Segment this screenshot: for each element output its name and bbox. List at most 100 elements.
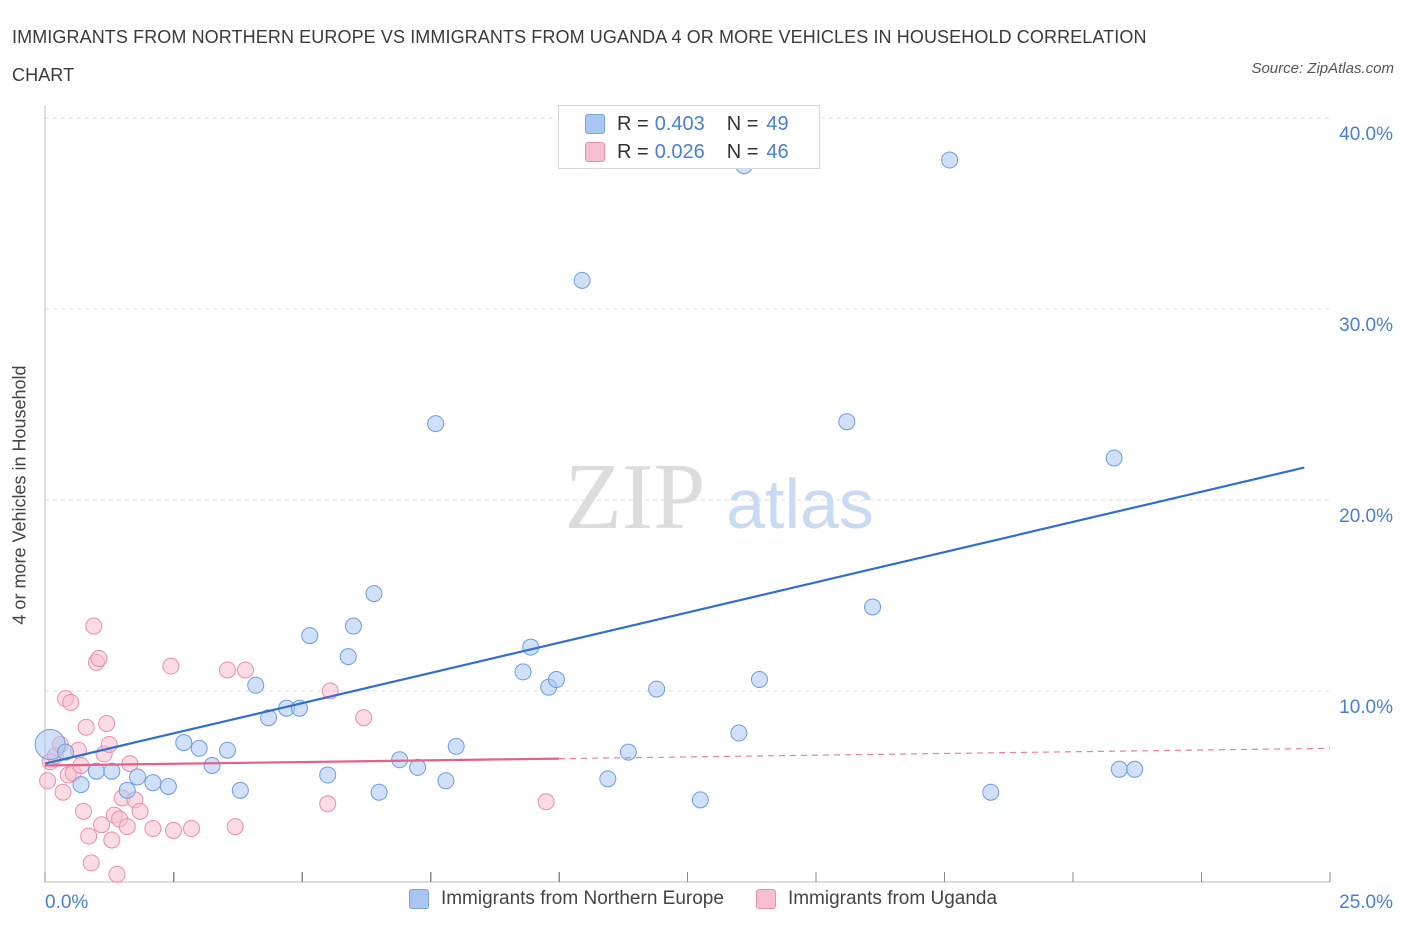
legend-n-label: N = xyxy=(726,140,759,163)
data-point-northern-europe xyxy=(982,783,1000,801)
data-point-northern-europe xyxy=(365,585,383,603)
data-point-uganda xyxy=(75,802,93,820)
data-point-uganda xyxy=(90,650,108,668)
watermark-atlas: atlas xyxy=(726,465,874,543)
data-point-northern-europe xyxy=(514,663,532,681)
legend-n-value: 49 xyxy=(766,112,789,135)
legend-row-northern-europe: R = 0.403 N = 49 xyxy=(585,111,789,137)
trend-line-uganda-extension xyxy=(558,747,1331,760)
data-point-uganda xyxy=(108,865,126,883)
data-point-northern-europe xyxy=(339,648,357,666)
data-point-northern-europe xyxy=(437,772,455,790)
data-point-northern-europe xyxy=(1126,760,1144,778)
data-point-northern-europe xyxy=(72,776,90,794)
data-point-northern-europe xyxy=(218,741,236,759)
data-point-northern-europe xyxy=(129,768,147,786)
gridlines xyxy=(45,117,1330,692)
data-point-northern-europe xyxy=(447,737,465,755)
data-point-uganda xyxy=(98,714,116,732)
legend-label-northern-europe: Immigrants from Northern Europe xyxy=(440,888,724,909)
data-point-northern-europe xyxy=(619,743,637,761)
data-point-uganda xyxy=(226,818,244,836)
data-point-uganda xyxy=(80,827,98,845)
data-point-uganda xyxy=(103,831,121,849)
source-label: Source: ZipAtlas.com xyxy=(1251,60,1394,77)
data-point-northern-europe xyxy=(260,709,278,727)
legend-swatch-uganda xyxy=(585,142,605,162)
x-tick-label: 25.0% xyxy=(1339,892,1393,913)
legend-swatch-northern-europe xyxy=(408,889,429,909)
x-tick-label: 0.0% xyxy=(45,892,88,913)
watermark-zip: ZIP xyxy=(565,445,706,549)
series-northern-europe-points xyxy=(34,105,1144,809)
trend-lines xyxy=(44,466,1331,767)
data-point-northern-europe xyxy=(547,671,565,689)
data-point-northern-europe xyxy=(750,671,768,689)
data-point-northern-europe xyxy=(57,743,75,761)
data-point-uganda xyxy=(54,783,72,801)
legend-item-uganda[interactable]: Immigrants from Uganda xyxy=(755,888,998,910)
data-point-uganda xyxy=(165,821,182,839)
data-point-northern-europe xyxy=(144,774,162,792)
data-point-uganda xyxy=(319,795,337,813)
data-point-uganda xyxy=(82,854,100,872)
data-point-uganda xyxy=(162,657,180,675)
data-point-northern-europe xyxy=(573,271,591,289)
data-point-uganda xyxy=(85,617,103,635)
data-point-uganda xyxy=(144,820,162,838)
tick-labels: 10.0% 20.0% 30.0% 40.0% 0.0% 25.0% xyxy=(45,124,1393,913)
data-point-northern-europe xyxy=(319,766,337,784)
data-point-northern-europe xyxy=(599,770,617,788)
trend-line-uganda xyxy=(44,757,560,767)
data-point-northern-europe xyxy=(941,151,959,169)
data-point-northern-europe xyxy=(409,758,427,776)
legend-label-uganda: Immigrants from Uganda xyxy=(787,888,998,909)
data-point-northern-europe xyxy=(301,627,319,645)
data-point-northern-europe xyxy=(864,598,882,616)
data-point-northern-europe xyxy=(118,781,136,799)
axes xyxy=(44,105,1331,883)
data-point-northern-europe xyxy=(203,756,221,774)
data-point-uganda xyxy=(131,802,149,820)
data-point-northern-europe xyxy=(231,781,249,799)
data-point-uganda xyxy=(39,772,57,790)
legend-row-uganda: R = 0.026 N = 46 xyxy=(585,139,789,165)
data-point-northern-europe xyxy=(838,413,856,431)
data-point-northern-europe xyxy=(370,783,388,801)
data-point-uganda xyxy=(77,718,95,736)
data-point-uganda xyxy=(218,661,236,679)
series-uganda-points xyxy=(39,617,555,883)
legend-r-value: 0.403 xyxy=(654,112,705,135)
chart-title: IMMIGRANTS FROM NORTHERN EUROPE VS IMMIG… xyxy=(12,27,1147,85)
data-point-northern-europe xyxy=(1105,449,1123,467)
y-tick-label: 20.0% xyxy=(1339,506,1393,527)
data-point-uganda xyxy=(355,709,373,727)
watermark: ZIP atlas xyxy=(565,445,874,549)
trend-line-northern-europe xyxy=(44,466,1305,765)
data-point-northern-europe xyxy=(103,762,121,780)
legend-n-value: 46 xyxy=(766,140,789,163)
y-tick-label: 30.0% xyxy=(1339,315,1393,336)
data-point-northern-europe xyxy=(730,724,748,742)
data-point-uganda xyxy=(93,816,111,834)
data-point-northern-europe xyxy=(159,778,177,795)
data-point-northern-europe xyxy=(691,791,709,809)
legend-swatch-uganda xyxy=(755,889,776,909)
correlation-legend: R = 0.403 N = 49 R = 0.026 N = 46 xyxy=(558,105,820,169)
data-point-uganda xyxy=(118,818,136,836)
y-tick-label: 40.0% xyxy=(1339,124,1393,145)
data-point-uganda xyxy=(182,820,200,838)
legend-item-northern-europe[interactable]: Immigrants from Northern Europe xyxy=(408,888,724,910)
legend-swatch-northern-europe xyxy=(585,114,605,134)
data-point-uganda xyxy=(537,793,555,811)
data-point-northern-europe xyxy=(427,415,445,433)
data-point-northern-europe xyxy=(247,676,265,694)
legend-n-label: N = xyxy=(726,112,759,135)
data-point-northern-europe xyxy=(344,617,362,635)
legend-r-label: R = xyxy=(617,140,649,163)
data-point-northern-europe xyxy=(175,734,193,752)
data-point-northern-europe xyxy=(1110,760,1128,778)
data-point-northern-europe xyxy=(190,739,208,757)
y-axis-label: 4 or more Vehicles in Household xyxy=(9,365,30,625)
